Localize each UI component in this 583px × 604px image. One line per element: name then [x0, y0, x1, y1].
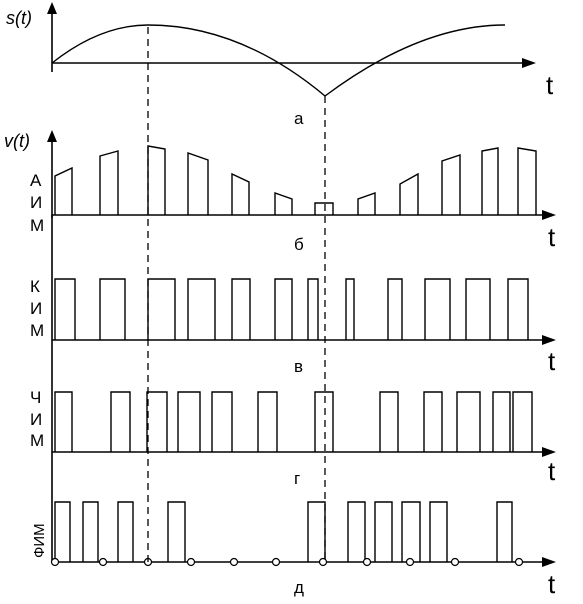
- s-axis-label: s(t): [6, 8, 32, 28]
- clock-dot: [271, 557, 281, 567]
- caption-d: д: [294, 578, 304, 597]
- aim-pulse: [481, 147, 499, 215]
- s-axis-arrow-icon: [47, 2, 57, 14]
- kim-pulse: [387, 278, 403, 340]
- fim-pulse: [54, 501, 71, 562]
- t-label-v: t: [548, 346, 556, 376]
- chim-pulse: [177, 391, 201, 452]
- kim-pulse: [424, 278, 451, 340]
- clock-dot: [50, 557, 60, 567]
- panel-chim: Ч И М t г: [30, 340, 556, 488]
- chim-pulse: [492, 391, 511, 452]
- chim-pulse: [379, 391, 399, 452]
- aim-label-1: А: [30, 171, 42, 190]
- chim-pulse: [211, 391, 233, 452]
- chim-label-3: М: [30, 431, 44, 450]
- fim-pulse: [82, 501, 99, 562]
- kim-pulse: [187, 278, 216, 340]
- aim-label-3: М: [30, 216, 44, 235]
- aim-pulse: [54, 166, 73, 215]
- panel-aim: v(t) А И М t б: [4, 130, 556, 254]
- v-axis-label: v(t): [4, 131, 30, 151]
- aim-pulse: [99, 150, 119, 215]
- chim-pulses: [54, 391, 533, 452]
- aim-pulse: [399, 172, 419, 215]
- chim-pulse: [257, 391, 278, 452]
- aim-pulse: [517, 147, 537, 215]
- aim-pulse: [231, 172, 250, 215]
- fim-label: ФИМ: [31, 523, 48, 558]
- kim-label-2: И: [30, 299, 42, 318]
- chim-pulse: [110, 391, 131, 452]
- chim-label-2: И: [30, 410, 42, 429]
- fim-pulse: [401, 501, 421, 562]
- fim-pulse: [496, 501, 513, 562]
- fim-pulses: [54, 501, 513, 562]
- chim-pulse: [456, 391, 481, 452]
- kim-pulse: [99, 278, 126, 340]
- v-axis-arrow-icon: [47, 130, 57, 142]
- caption-g: г: [294, 469, 300, 488]
- panel-fim: ФИМ t д: [31, 452, 556, 599]
- clock-dot: [514, 557, 524, 567]
- fim-clock-dots: [50, 557, 524, 567]
- fim-pulse: [307, 501, 326, 562]
- t-axis-d-arrow-icon: [542, 557, 556, 567]
- caption-b: б: [294, 235, 304, 254]
- panel-kim: К И М t в: [30, 215, 556, 376]
- clock-dot: [186, 557, 196, 567]
- kim-pulse: [307, 278, 319, 340]
- clock-dot: [362, 557, 372, 567]
- clock-dot: [229, 557, 239, 567]
- t-label-g: t: [548, 456, 556, 486]
- chim-label-1: Ч: [30, 388, 41, 407]
- kim-pulse: [507, 278, 529, 340]
- clock-dot: [405, 557, 415, 567]
- aim-pulse: [187, 152, 209, 215]
- t-axis-g-arrow-icon: [542, 447, 556, 457]
- t-axis-b-arrow-icon: [542, 210, 556, 220]
- aim-pulse: [314, 202, 334, 215]
- kim-label-3: М: [30, 321, 44, 340]
- fim-pulse: [347, 501, 366, 562]
- aim-label-2: И: [30, 193, 42, 212]
- kim-pulse: [465, 278, 491, 340]
- t-label-a: t: [546, 70, 554, 100]
- t-axis-a-arrow-icon: [522, 58, 536, 68]
- kim-pulse: [274, 278, 293, 340]
- kim-pulses: [54, 278, 529, 340]
- fim-pulse: [117, 501, 134, 562]
- chim-pulse: [314, 391, 334, 452]
- chim-pulse: [423, 391, 443, 452]
- clock-dot: [450, 557, 460, 567]
- kim-label-1: К: [30, 277, 40, 296]
- t-label-d: t: [548, 569, 556, 599]
- chim-pulse: [512, 391, 533, 452]
- kim-pulse: [345, 278, 355, 340]
- aim-pulse: [441, 154, 461, 215]
- kim-pulse: [231, 278, 251, 340]
- aim-pulse: [147, 145, 166, 215]
- caption-a: а: [294, 109, 304, 128]
- kim-pulse: [54, 278, 76, 340]
- clock-dot: [318, 557, 328, 567]
- aim-pulse: [357, 192, 376, 215]
- panel-a: s(t) t а: [6, 2, 554, 128]
- t-label-b: t: [548, 222, 556, 252]
- sine-curve: [51, 24, 506, 97]
- chim-pulse: [54, 391, 73, 452]
- chim-pulse: [146, 391, 168, 452]
- clock-dot: [98, 557, 108, 567]
- aim-pulse: [274, 192, 293, 215]
- t-axis-v-arrow-icon: [542, 335, 556, 345]
- fim-pulse: [167, 501, 186, 562]
- kim-pulse: [147, 278, 176, 340]
- fim-pulse: [429, 501, 448, 562]
- caption-v: в: [294, 357, 303, 376]
- fim-pulse: [374, 501, 393, 562]
